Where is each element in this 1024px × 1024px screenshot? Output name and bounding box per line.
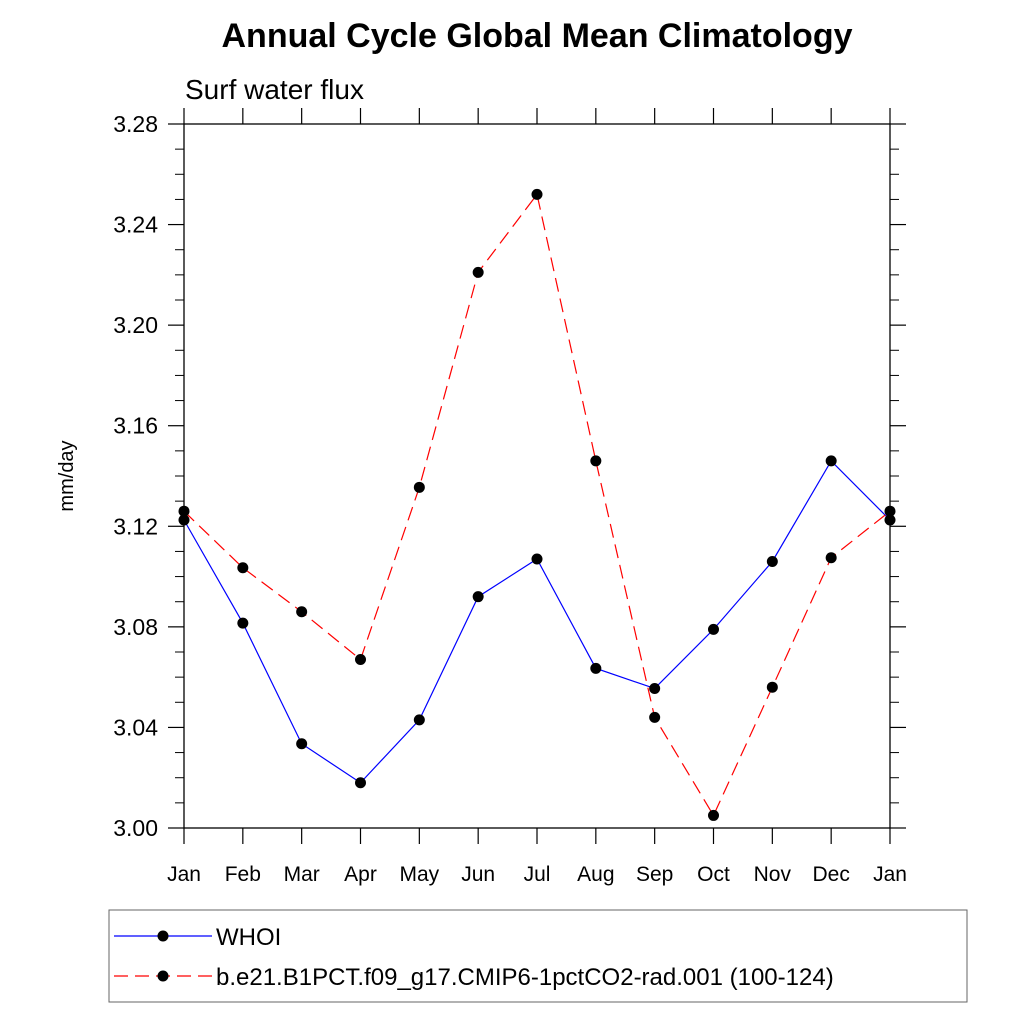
data-point: [825, 552, 837, 564]
x-tick-label: Jan: [873, 863, 907, 886]
x-tick-label: Oct: [697, 863, 730, 886]
data-point: [649, 682, 661, 694]
plot-frame: [183, 123, 891, 829]
x-tick-label: Mar: [284, 863, 320, 886]
y-tick-label: 3.24: [113, 212, 158, 238]
data-point: [766, 555, 778, 567]
chart-subtitle: Surf water flux: [185, 74, 364, 105]
data-point: [884, 514, 896, 526]
data-point: [708, 809, 719, 821]
data-point: [413, 481, 425, 493]
x-tick-label: May: [399, 863, 439, 886]
data-point: [649, 711, 661, 723]
y-axis-label: mm/day: [56, 440, 78, 511]
data-point: [766, 681, 778, 693]
data-point: [590, 662, 602, 674]
data-point: [884, 505, 896, 517]
data-point: [178, 505, 190, 517]
data-point: [825, 455, 837, 467]
legend-label: b.e21.B1PCT.f09_g17.CMIP6-1pctCO2-rad.00…: [216, 964, 834, 991]
y-tick-label: 3.16: [113, 413, 158, 439]
x-tick-label: Sep: [636, 863, 673, 886]
y-tick-label: 3.04: [113, 714, 158, 740]
data-point: [708, 623, 719, 635]
data-point: [296, 738, 308, 750]
data-point: [237, 562, 249, 574]
x-tick-label: Feb: [225, 863, 261, 886]
legend-marker: [157, 930, 169, 942]
series-whoi: [178, 455, 896, 789]
data-point: [178, 514, 190, 526]
y-tick-label: 3.12: [113, 513, 158, 539]
data-point: [296, 606, 308, 618]
legend-marker: [157, 970, 169, 982]
x-tick-label: Apr: [344, 863, 377, 886]
y-tick-label: 3.00: [113, 815, 158, 841]
series-model: [178, 188, 896, 821]
x-tick-label: Jun: [461, 863, 495, 886]
x-tick-label: Aug: [577, 863, 614, 886]
data-point: [355, 777, 366, 789]
data-point: [531, 553, 543, 565]
series-line: [183, 192, 891, 817]
x-tick-label: Nov: [754, 863, 792, 886]
legend: WHOI b.e21.B1PCT.f09_g17.CMIP6-1pctCO2-ra…: [114, 924, 834, 991]
y-tick-label: 3.08: [113, 614, 158, 640]
legend-label: WHOI: [216, 924, 281, 951]
y-tick-label: 3.20: [113, 312, 158, 338]
data-point: [472, 591, 484, 603]
x-tick-label: Jan: [167, 863, 201, 886]
legend-box: [108, 909, 968, 1003]
data-point: [590, 455, 602, 467]
data-point: [413, 714, 425, 726]
series-line: [183, 459, 891, 784]
y-tick-labels: 3.00 3.04 3.08 3.12 3.16 3.20 3.24 3.28: [113, 111, 158, 841]
x-tick-label: Dec: [812, 863, 849, 886]
data-point: [472, 266, 484, 278]
data-point: [237, 617, 249, 629]
y-tick-label: 3.28: [113, 111, 158, 137]
axis-ticks: [168, 108, 906, 844]
data-point: [531, 188, 543, 200]
x-tick-label: Jul: [524, 863, 551, 886]
data-point: [355, 654, 366, 666]
series-layer: [178, 188, 896, 821]
x-tick-labels: Jan Feb Mar Apr May Jun Jul Aug Sep Oct Nov Dec Jan: [167, 863, 907, 886]
chart-title: Annual Cycle Global Mean Climatology: [222, 17, 853, 55]
